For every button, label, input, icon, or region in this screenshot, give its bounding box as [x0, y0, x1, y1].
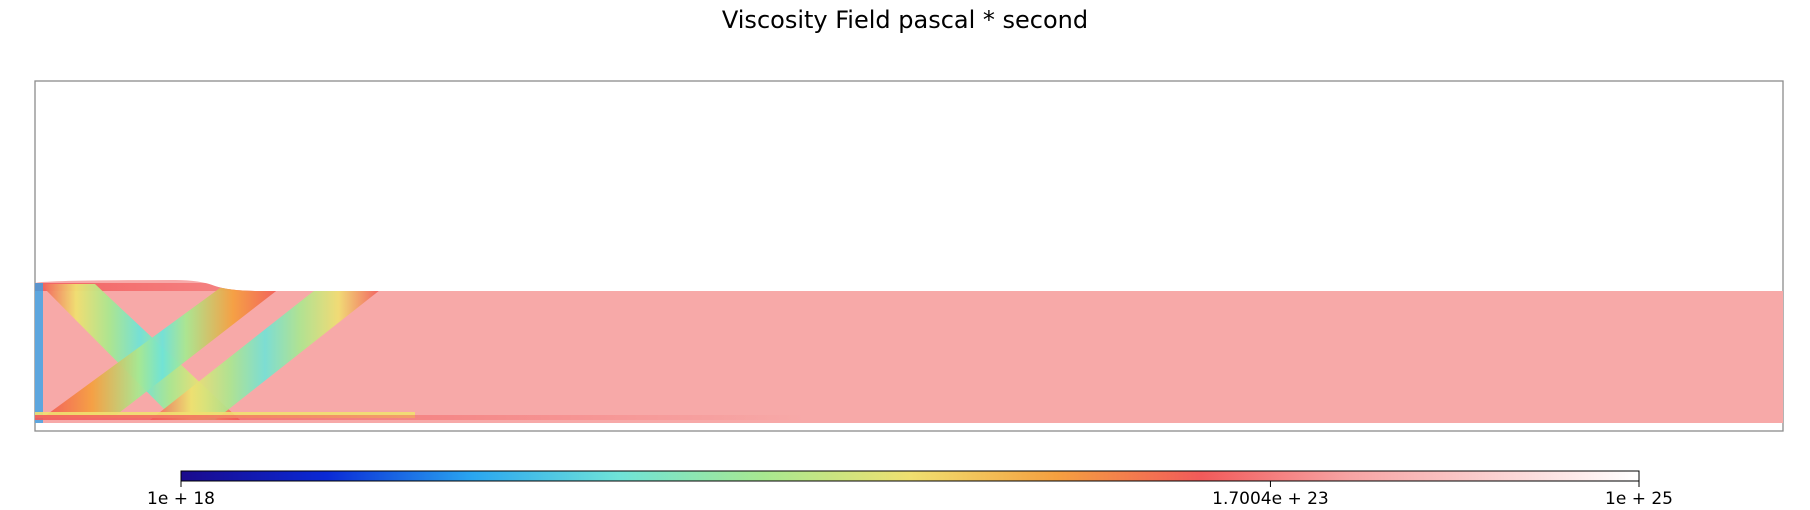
- colorbar-tick-label: 1.7004e + 23: [1212, 489, 1329, 509]
- colorbar-bar: [180, 470, 1640, 482]
- basal-strip-red: [35, 415, 805, 420]
- viscosity-field: [35, 280, 1783, 423]
- colorbar-tick-label: 1e + 25: [1605, 489, 1673, 509]
- colorbar-tick-label: 1e + 18: [147, 489, 215, 509]
- left-edge-strip: [35, 283, 43, 423]
- colorbar-ticks: 1e + 18 1.7004e + 23 1e + 25: [147, 481, 1673, 509]
- shear-band-2: [45, 288, 280, 416]
- plot-title: Viscosity Field pascal * second: [721, 6, 1089, 34]
- shear-band-3: [150, 290, 380, 420]
- colorbar: 1e + 18 1.7004e + 23 1e + 25: [147, 470, 1673, 509]
